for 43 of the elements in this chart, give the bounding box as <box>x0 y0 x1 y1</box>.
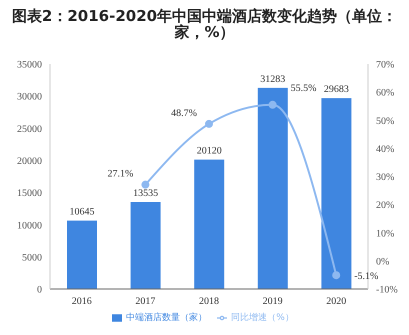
point <box>332 271 340 280</box>
y-tick-label: 0 <box>37 284 42 296</box>
legend-label: 同比增速（%） <box>231 313 294 323</box>
y2-tick-label: 60% <box>376 88 394 99</box>
x-tick-label: 2019 <box>262 296 283 308</box>
chart-title: 图表2：2016-2020年中国中端酒店数变化趋势（单位：家，%） <box>10 7 398 41</box>
bar <box>258 88 288 289</box>
data-label: 13535 <box>133 188 158 199</box>
y-tick-label: 25000 <box>17 124 42 135</box>
x-tick-label: 2017 <box>135 296 156 308</box>
y-tick-label: 10000 <box>17 220 42 232</box>
point <box>141 180 150 189</box>
data-label: 10645 <box>70 206 94 218</box>
y2-tick-label: 50% <box>376 116 394 127</box>
data-label: 27.1% <box>108 168 134 180</box>
data-label: 55.5% <box>290 82 316 94</box>
y2-tick-label: 30% <box>376 172 394 184</box>
y-tick-label: 15000 <box>17 188 42 200</box>
bar <box>321 98 352 289</box>
bar <box>130 202 161 289</box>
x-tick-label: 2016 <box>72 296 92 308</box>
point <box>205 120 213 128</box>
y-tick-label: 35000 <box>17 60 42 71</box>
bar <box>194 160 224 289</box>
data-label: 48.7% <box>171 108 197 119</box>
y-tick-label: 20000 <box>17 156 42 167</box>
bar <box>67 220 97 289</box>
y2-tick-label: 70% <box>376 60 394 71</box>
x-tick-label: 2020 <box>326 296 346 308</box>
y2-tick-label: -10% <box>376 284 398 296</box>
data-label: 20120 <box>196 146 222 157</box>
y2-tick-label: 20% <box>376 200 394 212</box>
y2-tick-label: 40% <box>376 144 394 155</box>
x-tick-label: 2018 <box>199 296 219 308</box>
data-label: -5.1% <box>354 271 378 282</box>
y2-tick-label: 10% <box>376 228 394 240</box>
data-label: 29683 <box>324 84 349 96</box>
y-tick-label: 30000 <box>17 92 42 103</box>
point <box>268 100 277 109</box>
y-tick-label: 5000 <box>22 252 42 264</box>
data-label: 31283 <box>260 74 286 85</box>
legend-label: 中端酒店数量（家） <box>126 313 208 323</box>
y2-tick-label: 0% <box>376 256 390 268</box>
